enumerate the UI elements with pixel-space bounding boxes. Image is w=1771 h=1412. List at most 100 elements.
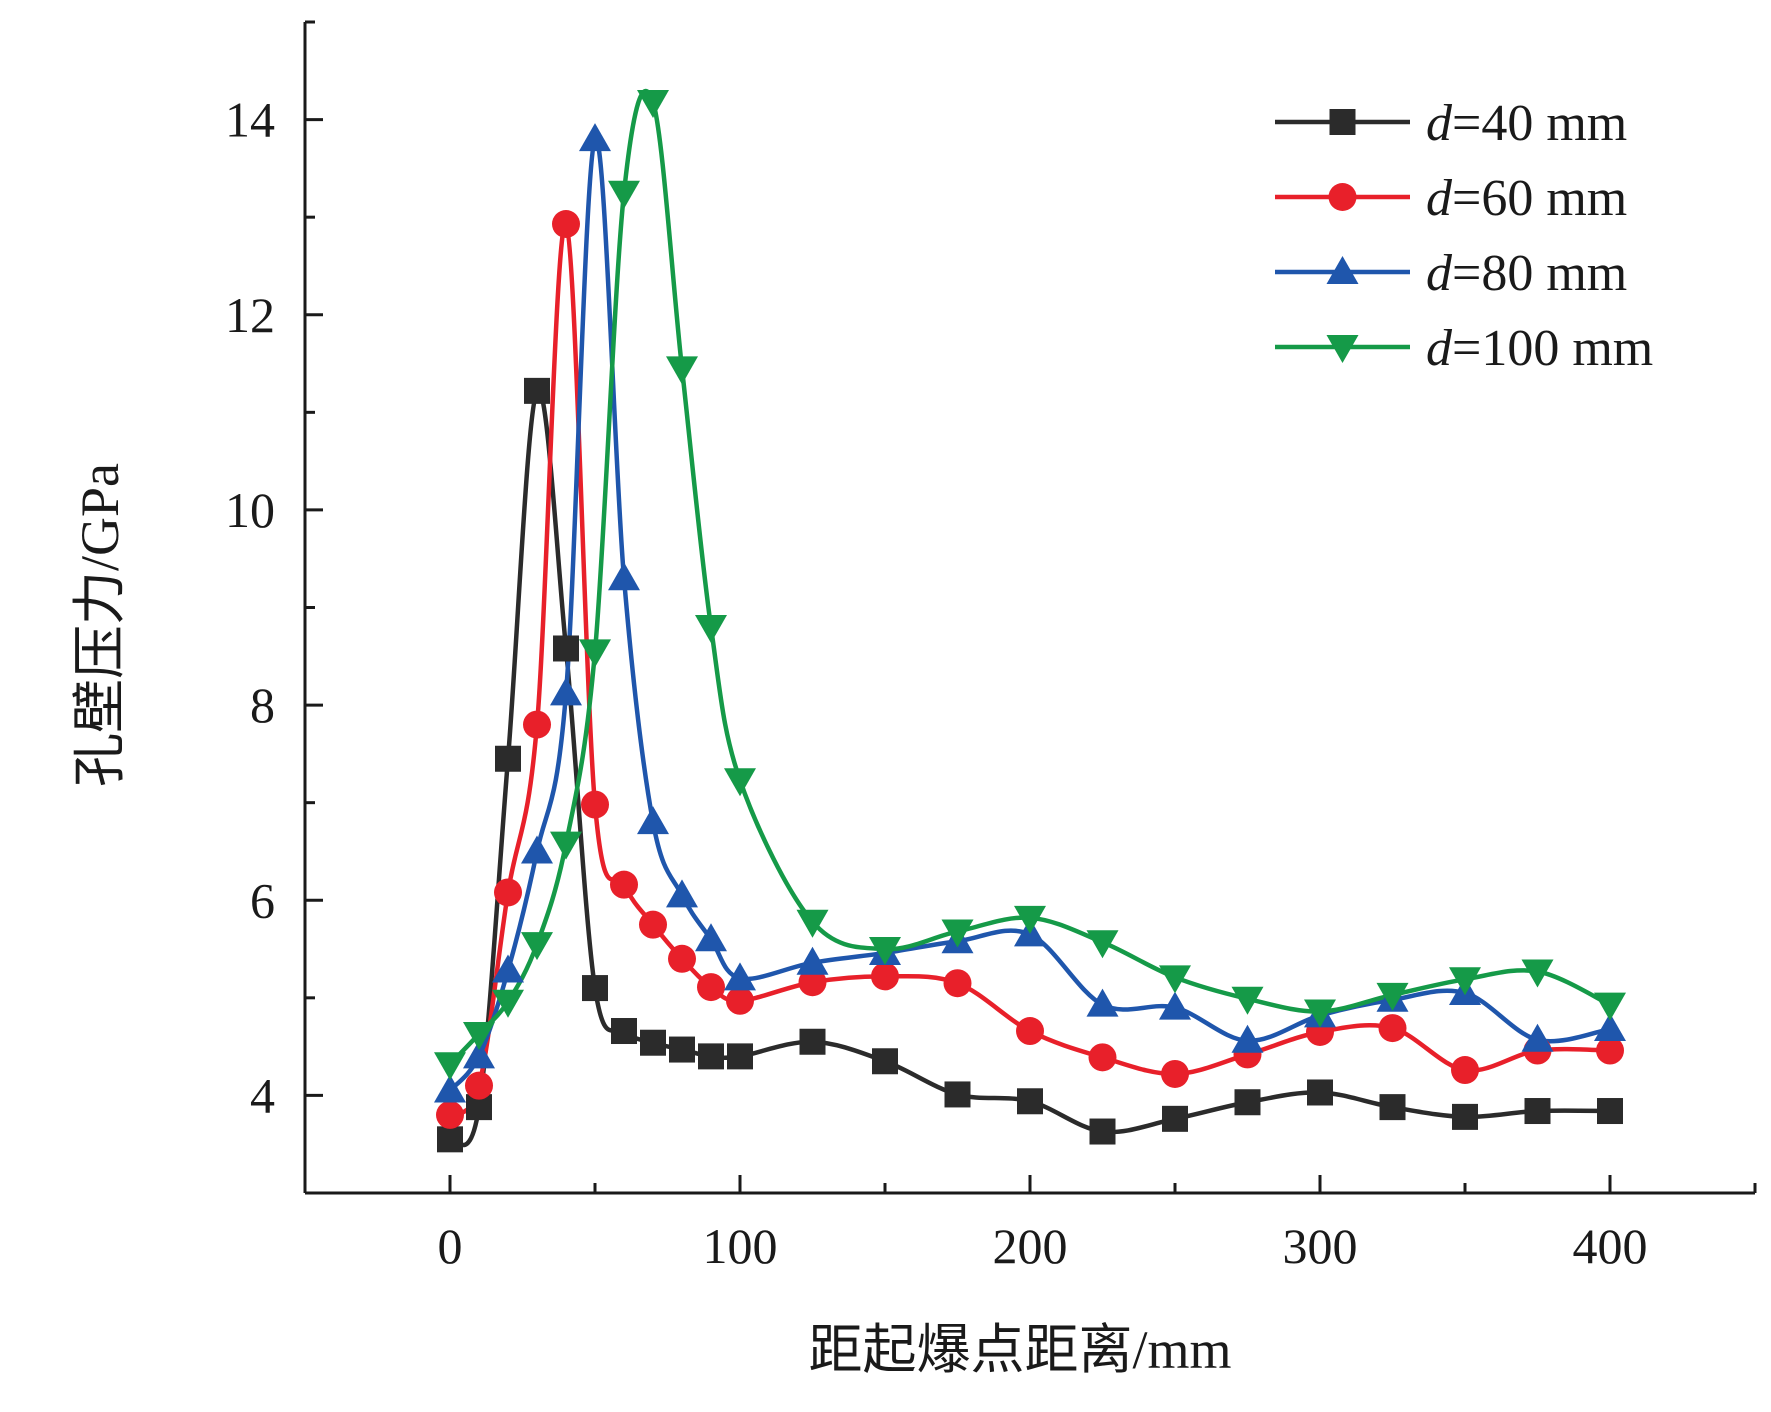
data-point-square bbox=[1017, 1088, 1043, 1115]
data-point-triangle-down bbox=[724, 768, 756, 797]
legend-var: d bbox=[1426, 245, 1453, 302]
legend-label-1: d=60 mm bbox=[1426, 170, 1627, 227]
data-point-square bbox=[1089, 1118, 1116, 1145]
legend-value: =100 mm bbox=[1452, 320, 1653, 377]
legend-value: =60 mm bbox=[1452, 170, 1627, 227]
data-point-circle bbox=[798, 968, 827, 997]
legend-value: =80 mm bbox=[1452, 245, 1627, 302]
data-point-square bbox=[1524, 1098, 1551, 1125]
legend-label-3: d=100 mm bbox=[1426, 320, 1653, 377]
data-point-square bbox=[944, 1081, 971, 1108]
data-point-square bbox=[1597, 1098, 1623, 1125]
data-point-triangle-down bbox=[1594, 992, 1626, 1021]
data-point-square bbox=[611, 1018, 637, 1045]
data-point-square bbox=[1234, 1089, 1261, 1116]
legend: d=40 mmd=60 mmd=80 mmd=100 mm bbox=[1275, 95, 1653, 377]
data-point-circle bbox=[436, 1100, 464, 1129]
series-line-3 bbox=[448, 88, 1611, 1066]
legend-label-2: d=80 mm bbox=[1426, 245, 1627, 302]
data-point-circle bbox=[610, 870, 638, 899]
data-point-triangle-up bbox=[724, 962, 756, 991]
data-point-circle bbox=[871, 962, 899, 991]
data-point-circle bbox=[1378, 1014, 1407, 1043]
data-point-square bbox=[582, 975, 608, 1002]
data-point-triangle-up bbox=[521, 835, 553, 864]
data-point-square bbox=[437, 1126, 463, 1153]
data-point-circle bbox=[668, 944, 696, 973]
data-point-square bbox=[872, 1048, 898, 1075]
data-point-triangle-up bbox=[608, 562, 640, 591]
data-point-triangle-down bbox=[608, 180, 640, 209]
data-point-circle bbox=[552, 209, 580, 238]
legend-marker-triangle-down bbox=[1326, 335, 1359, 363]
y-tick-label: 12 bbox=[225, 287, 275, 343]
data-point-triangle-down bbox=[941, 919, 974, 948]
data-point-square bbox=[495, 745, 521, 772]
data-point-square bbox=[524, 377, 550, 404]
data-point-circle bbox=[465, 1071, 493, 1100]
legend-marker-circle bbox=[1328, 183, 1357, 211]
data-point-triangle-down bbox=[463, 1021, 495, 1050]
series-markers bbox=[434, 90, 1626, 1153]
data-point-triangle-up bbox=[434, 1074, 466, 1103]
data-point-triangle-up bbox=[1086, 988, 1119, 1017]
data-point-triangle-up bbox=[637, 806, 669, 835]
y-tick-label: 4 bbox=[250, 1067, 275, 1123]
x-tick-label: 400 bbox=[1573, 1218, 1648, 1274]
data-point-triangle-down bbox=[796, 909, 829, 938]
y-axis-title: 孔壁压力/GPa bbox=[70, 463, 130, 787]
data-point-circle bbox=[943, 969, 972, 998]
data-point-square bbox=[1162, 1105, 1188, 1132]
data-point-square bbox=[640, 1029, 666, 1056]
legend-var: d bbox=[1426, 320, 1453, 377]
data-point-circle bbox=[1016, 1017, 1044, 1046]
data-point-triangle-up bbox=[796, 946, 829, 975]
x-tick-label: 200 bbox=[993, 1218, 1068, 1274]
x-axis-title: 距起爆点距离/mm bbox=[808, 1320, 1231, 1380]
data-point-triangle-down bbox=[1449, 967, 1481, 996]
data-point-triangle-down bbox=[492, 989, 524, 1018]
data-point-circle bbox=[494, 878, 522, 907]
data-point-circle bbox=[1161, 1059, 1189, 1088]
data-point-triangle-up bbox=[492, 954, 524, 983]
data-point-square bbox=[1307, 1079, 1333, 1106]
data-point-circle bbox=[639, 910, 667, 939]
data-point-triangle-down bbox=[434, 1052, 466, 1081]
y-tick-label: 6 bbox=[250, 872, 275, 928]
data-point-triangle-down bbox=[666, 356, 698, 385]
legend-marker-square bbox=[1329, 109, 1356, 135]
data-point-triangle-down bbox=[1521, 959, 1554, 988]
legend-marker-triangle-up bbox=[1326, 256, 1359, 284]
data-point-triangle-down bbox=[1014, 905, 1046, 934]
data-point-square bbox=[727, 1043, 753, 1070]
data-point-circle bbox=[1451, 1056, 1479, 1085]
x-tick-label: 0 bbox=[438, 1218, 463, 1274]
data-point-triangle-up bbox=[550, 677, 582, 706]
data-point-triangle-down bbox=[695, 615, 727, 644]
data-point-triangle-up bbox=[1521, 1023, 1554, 1052]
data-point-circle bbox=[1088, 1043, 1117, 1072]
legend-value: =40 mm bbox=[1452, 95, 1627, 152]
data-point-triangle-down bbox=[579, 639, 611, 668]
data-point-circle bbox=[581, 790, 609, 819]
data-point-square bbox=[799, 1028, 826, 1055]
legend-label-0: d=40 mm bbox=[1426, 95, 1627, 152]
data-point-triangle-down bbox=[869, 937, 901, 966]
data-point-circle bbox=[1596, 1036, 1624, 1065]
data-point-triangle-down bbox=[1376, 982, 1409, 1011]
legend-var: d bbox=[1426, 170, 1453, 227]
data-point-triangle-up bbox=[666, 879, 698, 908]
data-point-triangle-down bbox=[1159, 965, 1191, 994]
axis-ticks: 0 100 200 300 400 4 6 8 10 12 14 bbox=[225, 20, 1757, 1274]
data-point-triangle-up bbox=[579, 123, 611, 152]
x-tick-label: 300 bbox=[1283, 1218, 1358, 1274]
data-point-triangle-down bbox=[1086, 930, 1119, 959]
data-point-circle bbox=[697, 973, 725, 1002]
data-point-triangle-down bbox=[1304, 999, 1336, 1028]
data-point-triangle-up bbox=[1231, 1024, 1264, 1053]
data-point-square bbox=[553, 635, 579, 662]
data-point-triangle-down bbox=[550, 831, 582, 860]
data-point-triangle-up bbox=[1594, 1013, 1626, 1042]
